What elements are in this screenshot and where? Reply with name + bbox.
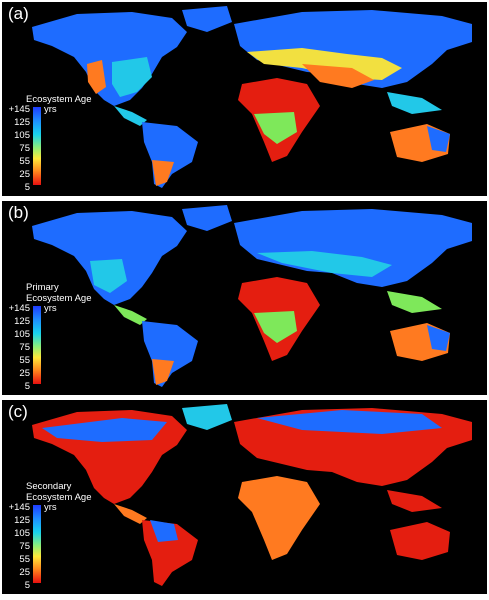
central-america — [114, 106, 147, 126]
tick-label: 125 — [14, 515, 30, 526]
world-map-a — [32, 6, 472, 188]
legend-title-line: Ecosystem Age — [26, 94, 92, 105]
central-america — [114, 305, 147, 325]
australia — [390, 522, 450, 560]
tick-label: +145 — [8, 303, 30, 314]
legend-title-line: Ecosystem Age — [26, 492, 92, 503]
tick-label: 105 — [14, 130, 30, 141]
se-asia — [387, 490, 442, 512]
greenland — [182, 205, 232, 231]
africa — [238, 476, 320, 560]
australia-east — [427, 126, 450, 152]
colorbar — [33, 505, 41, 583]
tick-label: 75 — [19, 541, 30, 552]
legend-title-line: Secondary — [26, 481, 72, 492]
tick-label: 125 — [14, 117, 30, 128]
tick-label: 55 — [19, 554, 30, 565]
se-asia — [387, 92, 442, 114]
panel-label: (c) — [8, 402, 28, 421]
tick-label: 5 — [24, 381, 30, 392]
eurasia-north-band — [257, 410, 442, 434]
central-america — [114, 504, 147, 524]
tick-label: 125 — [14, 316, 30, 327]
tick-label: 105 — [14, 329, 30, 340]
tick-label: 25 — [19, 567, 30, 578]
na-mid-band — [90, 259, 127, 293]
tick-label: 5 — [24, 182, 30, 193]
eurasia — [234, 209, 472, 287]
na-east-band — [112, 57, 152, 97]
australia-east — [427, 325, 450, 351]
tick-label: 75 — [19, 342, 30, 353]
world-map-b — [32, 205, 472, 387]
tick-label: 55 — [19, 156, 30, 167]
north-america — [32, 12, 187, 106]
na-north-band — [42, 418, 167, 442]
africa-central — [254, 112, 297, 144]
legend-title: Ecosystem Age — [26, 94, 91, 105]
tick-label: 75 — [19, 143, 30, 154]
sa-south-band — [152, 160, 174, 186]
na-west-band — [87, 60, 106, 94]
world-map-c — [32, 404, 472, 586]
south-america — [142, 122, 198, 188]
sa-north-band — [150, 520, 178, 542]
africa-central — [254, 311, 297, 343]
eurasia — [234, 10, 472, 88]
tick-label: 25 — [19, 169, 30, 180]
eurasia-mid-band — [257, 251, 392, 277]
map-panel-b: (b) Primary Ecosystem Age +145 125 105 7… — [2, 201, 487, 395]
greenland — [182, 6, 232, 32]
legend-ticks: +145 125 105 75 55 25 5 — [4, 303, 30, 392]
eurasia-mid-band — [247, 48, 402, 80]
south-america — [142, 321, 198, 387]
sa-south-band — [152, 359, 174, 385]
panel-label: (b) — [8, 203, 29, 222]
legend-title-line: Ecosystem Age — [26, 293, 92, 304]
legend-ticks: +145 125 105 75 55 25 5 — [4, 502, 30, 591]
legend-title: Secondary Ecosystem Age — [26, 481, 91, 503]
units-label: yrs — [44, 502, 57, 513]
colorbar — [33, 306, 41, 384]
tick-label: 5 — [24, 580, 30, 591]
tick-label: 55 — [19, 355, 30, 366]
se-asia — [387, 291, 442, 313]
tick-label: 25 — [19, 368, 30, 379]
eurasia-south-band — [302, 64, 374, 88]
legend-title-line: Primary — [26, 282, 59, 293]
tick-label: +145 — [8, 502, 30, 513]
units-label: yrs — [44, 104, 57, 115]
legend-title: Primary Ecosystem Age — [26, 282, 91, 304]
panel-label: (a) — [8, 4, 29, 23]
tick-label: 105 — [14, 528, 30, 539]
map-panel-a: (a) Ecosystem Age +145 125 105 75 55 25 … — [2, 2, 487, 196]
tick-label: +145 — [8, 104, 30, 115]
units-label: yrs — [44, 303, 57, 314]
legend-ticks: +145 125 105 75 55 25 5 — [4, 104, 30, 193]
north-america — [32, 211, 187, 305]
map-panel-c: (c) Secondary Ecosystem Age +145 125 105… — [2, 400, 487, 594]
greenland — [182, 404, 232, 430]
colorbar — [33, 107, 41, 185]
